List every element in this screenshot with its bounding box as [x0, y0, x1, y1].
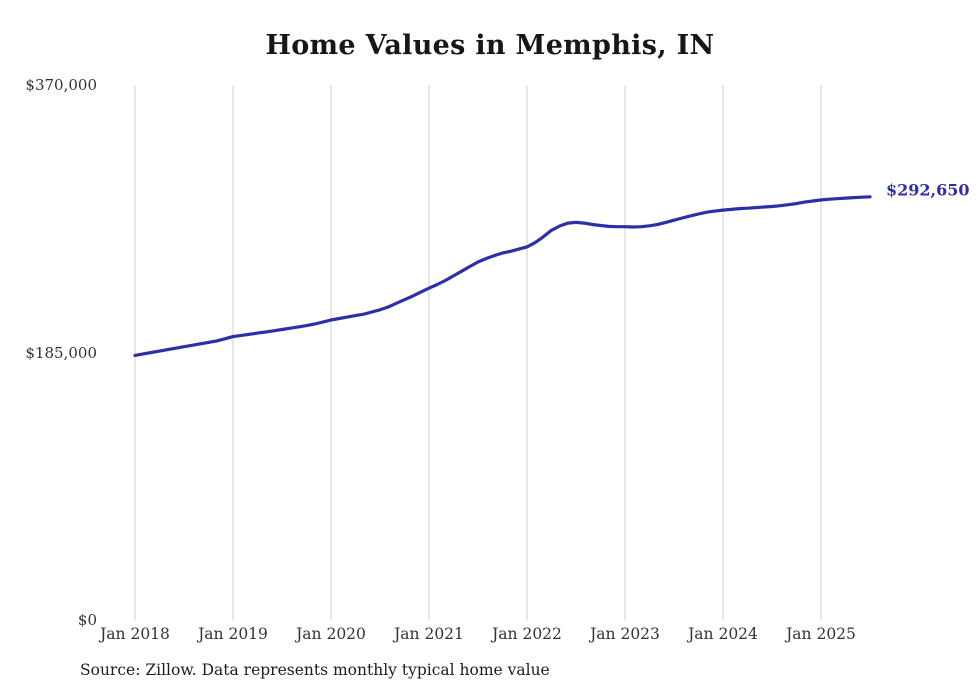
y-tick-label: $185,000: [25, 343, 97, 362]
x-tick-label: Jan 2019: [198, 625, 268, 643]
x-tick-label: Jan 2022: [492, 625, 562, 643]
x-tick-label: Jan 2025: [786, 625, 856, 643]
y-tick-label: $370,000: [25, 76, 97, 94]
source-attribution: Source: Zillow. Data represents monthly …: [80, 661, 550, 679]
x-tick-label: Jan 2020: [296, 625, 366, 643]
x-tick-label: Jan 2021: [394, 625, 464, 643]
x-tick-label: Jan 2018: [100, 625, 170, 643]
end-value-label: $292,650: [886, 180, 970, 200]
chart-title: Home Values in Memphis, IN: [265, 30, 715, 61]
y-tick-label: $0: [77, 611, 97, 629]
x-tick-label: Jan 2023: [590, 625, 660, 643]
x-tick-label: Jan 2024: [688, 625, 758, 643]
home-value-line: [133, 195, 872, 357]
